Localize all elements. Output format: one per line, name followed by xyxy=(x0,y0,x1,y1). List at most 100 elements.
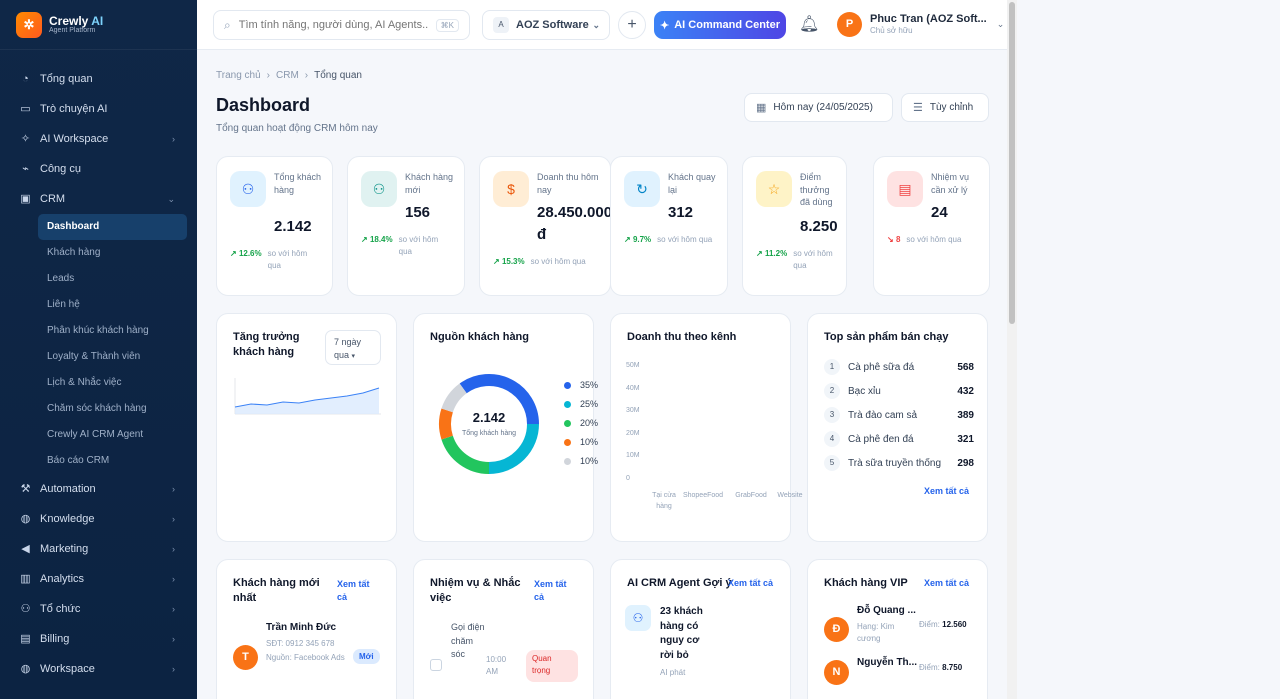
sidebar-item-label: Billing xyxy=(40,633,70,645)
tasks-card: Nhiệm vụ & Nhắc việc Xem tất cả Gọi điện… xyxy=(413,559,594,699)
list-item[interactable]: 3 Trà đào cam sả 389 xyxy=(824,406,974,424)
legend-label: 20% xyxy=(580,418,599,428)
brand[interactable]: ✲ Crewly AI Agent Platform xyxy=(0,0,197,50)
arrow-up-icon: ↗ xyxy=(756,249,763,258)
x-tick-label: ShopeeFood xyxy=(682,492,724,499)
task-time: 10:00 AM xyxy=(486,655,507,676)
legend-dot xyxy=(564,400,571,408)
sidebar-subitem-care[interactable]: Chăm sóc khách hàng xyxy=(47,403,147,414)
donut-center-label: Tổng khách hàng xyxy=(461,430,517,437)
breadcrumb-crm[interactable]: CRM xyxy=(276,70,299,81)
vip-title: Khách hàng VIP xyxy=(824,577,908,589)
task-checkbox[interactable] xyxy=(430,659,442,671)
sidebar-item-knowledge[interactable]: ◍ Knowledge › xyxy=(0,504,197,534)
customer-name[interactable]: Trần Minh Đức xyxy=(266,622,337,633)
chevron-right-icon: › xyxy=(172,134,175,144)
sidebar-item-ai-workspace[interactable]: ✧ AI Workspace › xyxy=(0,124,197,154)
stat-label: Khách hàng mới xyxy=(405,172,454,195)
sidebar-item-analytics[interactable]: ▥ Analytics › xyxy=(0,564,197,594)
pie-slice xyxy=(459,374,539,425)
top-products-card: Top sản phẩm bán chạy 1 Cà phê sữa đá 568 2… xyxy=(807,313,988,542)
sidebar-item-workspace[interactable]: ◍ Workspace › xyxy=(0,654,197,684)
sidebar-subitem-contacts[interactable]: Liên hệ xyxy=(47,299,80,310)
stat-card[interactable]: ⚇ Tổng khách hàng 2.142 ↗ 12.6% so với hôm q… xyxy=(216,156,333,296)
date-filter-button[interactable]: ▦ Hôm nay (24/05/2025) xyxy=(744,93,893,122)
sidebar-item-tools[interactable]: ⌁ Công cụ xyxy=(0,154,197,184)
sidebar-subitem-loyalty[interactable]: Loyalty & Thành viên xyxy=(47,351,141,362)
stat-card[interactable]: $ Doanh thu hôm nay 28.450.000 đ ↗ 15.3% so … xyxy=(479,156,613,296)
stat-label: Khách quay lại xyxy=(668,172,716,195)
sidebar-subitem-segments[interactable]: Phân khúc khách hàng xyxy=(47,325,149,336)
product-qty: 389 xyxy=(957,409,974,421)
stat-card[interactable]: ↻ Khách quay lại 312 ↗ 9.7% so với hôm qua xyxy=(610,156,728,296)
list-item[interactable]: 2 Bạc xỉu 432 xyxy=(824,382,974,400)
sidebar-item-overview[interactable]: ◔ Tổng quan xyxy=(0,64,197,94)
customize-button[interactable]: ☰ Tùy chỉnh xyxy=(901,93,989,122)
product-name: Trà sữa truyền thống xyxy=(848,457,942,469)
ai-agent-card: AI CRM Agent Gợi ý Xem tất cả ⚇ 23 khách… xyxy=(610,559,791,699)
add-button[interactable]: + xyxy=(618,11,646,39)
vip-name[interactable]: Nguyễn Th... xyxy=(857,657,917,668)
list-item[interactable]: 5 Trà sữa truyền thống 298 xyxy=(824,454,974,472)
sidebar-item-label: Công cụ xyxy=(40,163,81,175)
vip-points-label: Điểm: xyxy=(919,620,940,629)
revenue-title: Doanh thu theo kênh xyxy=(627,331,737,343)
org-switcher[interactable]: A AOZ Software ⌄ xyxy=(482,10,610,40)
chevron-down-icon: ⌄ xyxy=(592,19,600,30)
sidebar-subitem-customers[interactable]: Khách hàng xyxy=(47,247,101,258)
sidebar-item-billing[interactable]: ▤ Billing › xyxy=(0,624,197,654)
stat-card[interactable]: ▤ Nhiệm vụ cần xử lý 24 ↘ 8 so với hôm qua xyxy=(873,156,990,296)
sidebar-subitem-calendar[interactable]: Lịch & Nhắc việc xyxy=(47,377,122,388)
sidebar-item-label: Tổng quan xyxy=(40,73,93,85)
stat-compare: so với hôm qua xyxy=(657,235,713,244)
avatar: Đ xyxy=(824,617,849,642)
search-input[interactable] xyxy=(238,19,429,31)
ai-suggestion-text[interactable]: 23 khách hàng có nguy cơ rời bỏ xyxy=(660,606,703,661)
user-menu[interactable]: P Phuc Tran (AOZ Soft... Chủ sở hữu ⌄ xyxy=(837,12,1004,37)
legend-dot xyxy=(564,457,571,465)
sidebar-item-marketing[interactable]: ◀ Marketing › xyxy=(0,534,197,564)
legend-dot xyxy=(564,381,571,389)
ai-agent-view-all[interactable]: Xem tất cả xyxy=(728,578,774,588)
product-qty: 568 xyxy=(957,361,974,373)
stat-value: 28.450.000 đ xyxy=(537,204,613,243)
new-customers-view-all[interactable]: Xem tất cả xyxy=(337,579,370,602)
scrollbar-track[interactable] xyxy=(1007,0,1017,699)
sidebar-item-organization[interactable]: ⚇ Tổ chức › xyxy=(0,594,197,624)
sidebar-item-crm[interactable]: ▣ CRM ⌄ xyxy=(0,184,197,214)
stat-card[interactable]: ⚇ Khách hàng mới 156 ↗ 18.4% so với hôm qua xyxy=(347,156,465,296)
topbar: ⌕ ⌘K A AOZ Software ⌄ + ✦ AI Command Cen… xyxy=(197,0,1007,50)
breadcrumb-home[interactable]: Trang chủ xyxy=(216,70,261,81)
star-icon: ☆ xyxy=(756,171,792,207)
stat-trend: ↗ 18.4% so với hôm qua xyxy=(361,234,453,257)
sidebar-subitem-leads[interactable]: Leads xyxy=(47,273,75,284)
y-tick-label: 20M xyxy=(626,429,640,437)
legend-label: 25% xyxy=(580,399,599,409)
sidebar-subitem-reports[interactable]: Báo cáo CRM xyxy=(47,455,110,466)
stat-pct: 9.7% xyxy=(632,235,652,244)
top-products-view-all[interactable]: Xem tất cả xyxy=(924,486,970,496)
sidebar-item-ai-chat[interactable]: ▭ Trò chuyện AI xyxy=(0,94,197,124)
scrollbar-thumb[interactable] xyxy=(1009,2,1015,324)
stat-card[interactable]: ☆ Điểm thưởng đã dùng 8.250 ↗ 11.2% so với h… xyxy=(742,156,847,296)
sidebar-subitem-dashboard[interactable]: Dashboard xyxy=(38,214,187,240)
list-item[interactable]: 4 Cà phê đen đá 321 xyxy=(824,430,974,448)
bell-icon[interactable]: 🔔︎ xyxy=(799,16,820,33)
search-box[interactable]: ⌕ ⌘K xyxy=(213,10,470,40)
vip-view-all[interactable]: Xem tất cả xyxy=(924,578,970,588)
org-name: AOZ Software xyxy=(516,19,589,31)
tasks-view-all[interactable]: Xem tất cả xyxy=(534,579,567,602)
calendar-icon: ▦ xyxy=(756,102,767,114)
source-title: Nguồn khách hàng xyxy=(430,331,529,343)
vip-points: Điểm: 8.750 xyxy=(919,663,962,672)
list-item[interactable]: 1 Cà phê sữa đá 568 xyxy=(824,358,974,376)
growth-period-select[interactable]: 7 ngày qua ▾ xyxy=(325,330,381,365)
refresh-icon: ↻ xyxy=(624,171,660,207)
ai-command-center-button[interactable]: ✦ AI Command Center xyxy=(654,11,786,39)
sidebar-item-automation[interactable]: ⚒ Automation › xyxy=(0,474,197,504)
sidebar-subitem-crm-agent[interactable]: Crewly AI CRM Agent xyxy=(47,429,144,440)
vip-name[interactable]: Đỗ Quang ... xyxy=(857,605,916,616)
chevron-right-icon: › xyxy=(172,604,175,614)
stat-compare: so với hôm qua xyxy=(906,235,962,244)
ai-suggestion-sub: AI phát xyxy=(660,668,686,677)
